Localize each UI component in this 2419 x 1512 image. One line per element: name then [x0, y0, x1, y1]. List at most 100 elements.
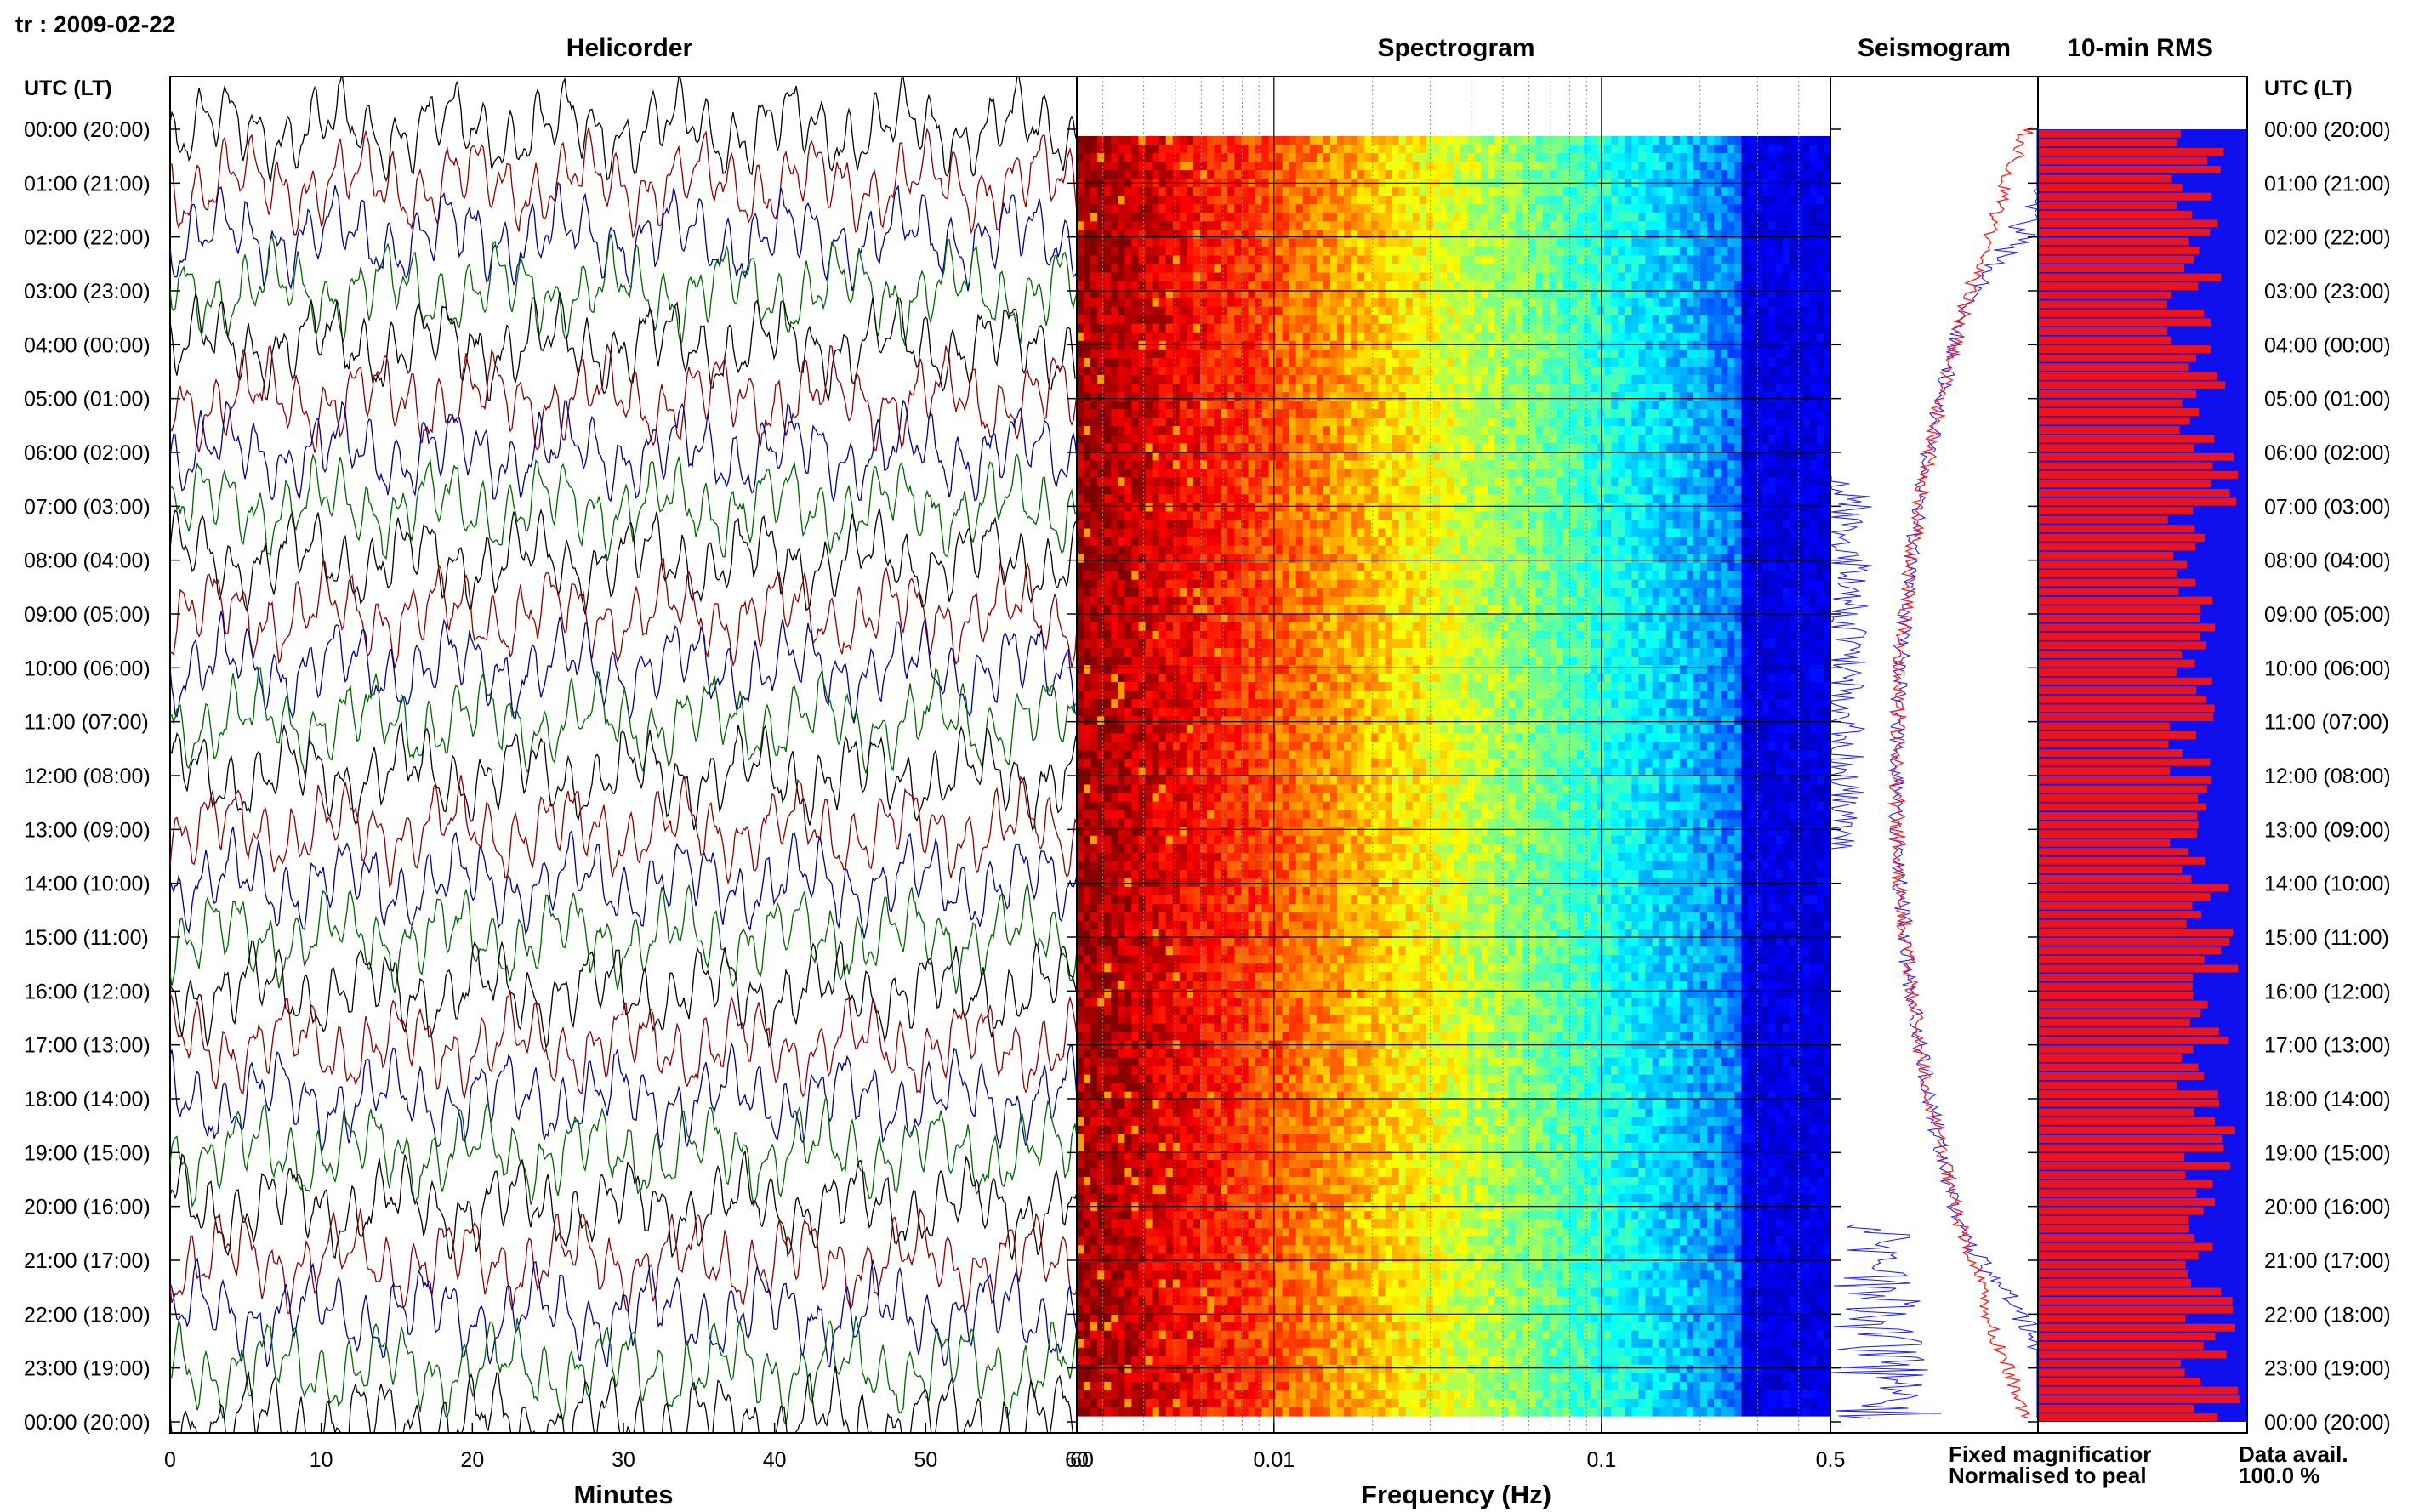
spectrogram-cell	[1097, 238, 1105, 247]
spectrogram-cell	[1659, 306, 1667, 316]
spectrogram-cell	[1248, 392, 1256, 401]
spectrogram-cell	[1700, 264, 1708, 274]
spectrogram-cell	[1645, 494, 1653, 503]
spectrogram-cell	[1165, 494, 1174, 503]
spectrogram-cell	[1782, 281, 1790, 291]
spectrogram-cell	[1584, 238, 1591, 247]
spectrogram-cell	[1131, 366, 1140, 376]
spectrogram-cell	[1248, 357, 1256, 367]
spectrogram-cell	[1625, 315, 1633, 325]
spectrogram-cell	[1577, 392, 1585, 401]
spectrogram-cell	[1645, 332, 1653, 342]
spectrogram-cell	[1823, 238, 1831, 247]
spectrogram-cell	[1138, 323, 1147, 333]
spectrogram-cell	[1337, 384, 1345, 393]
spectrogram-cell	[1460, 332, 1468, 342]
spectrogram-cell	[1762, 435, 1770, 444]
spectrogram-cell	[1638, 511, 1647, 521]
spectrogram-cell	[1392, 281, 1400, 291]
spectrogram-cell	[1652, 511, 1660, 521]
spectrogram-cell	[1549, 443, 1557, 452]
spectrogram-cell	[1755, 187, 1763, 196]
spectrogram-cell	[1562, 503, 1571, 512]
spectrogram-cell	[1802, 340, 1811, 350]
spectrogram-cell	[1207, 409, 1215, 418]
spectrogram-cell	[1481, 392, 1488, 401]
spectrogram-cell	[1186, 409, 1194, 418]
spectrogram-cell	[1755, 255, 1763, 265]
spectrogram-cell	[1454, 494, 1461, 503]
spectrogram-cell	[1659, 486, 1667, 495]
spectrogram-cell	[1569, 213, 1578, 222]
spectrogram-cell	[1577, 306, 1585, 316]
spectrogram-cell	[1378, 323, 1386, 333]
spectrogram-cell	[1488, 409, 1495, 418]
spectrogram-cell	[1179, 409, 1187, 418]
spectrogram-cell	[1611, 187, 1619, 196]
spectrogram-cell	[1535, 503, 1544, 512]
spectrogram-cell	[1179, 289, 1187, 299]
spectrogram-cell	[1124, 511, 1133, 521]
spectrogram-cell	[1077, 520, 1084, 530]
spectrogram-cell	[1700, 153, 1708, 162]
spectrogram-cell	[1522, 221, 1530, 230]
spectrogram-cell	[1515, 230, 1523, 239]
spectrogram-cell	[1364, 247, 1372, 256]
spectrogram-cell	[1584, 426, 1591, 435]
spectrogram-cell	[1097, 435, 1105, 444]
spectrogram-cell	[1405, 435, 1414, 444]
spectrogram-cell	[1672, 136, 1681, 145]
spectrogram-cell	[1221, 281, 1228, 291]
spectrogram-cell	[1357, 494, 1365, 503]
spectrogram-cell	[1268, 255, 1277, 265]
spectrogram-cell	[1432, 494, 1441, 503]
spectrogram-cell	[1186, 323, 1194, 333]
spectrogram-cell	[1672, 409, 1681, 418]
spectrogram-cell	[1097, 332, 1105, 342]
spectrogram-cell	[1172, 340, 1181, 350]
spectrogram-cell	[1179, 255, 1187, 265]
spectrogram-cell	[1494, 298, 1502, 308]
spectrogram-cell	[1344, 213, 1352, 222]
spectrogram-cell	[1816, 418, 1824, 427]
spectrogram-cell	[1192, 298, 1201, 308]
spectrogram-cell	[1665, 332, 1674, 342]
spectrogram-cell	[1474, 323, 1482, 333]
spectrogram-cell	[1755, 435, 1763, 444]
spectrogram-cell	[1152, 323, 1160, 333]
spectrogram-cell	[1796, 323, 1804, 333]
spectrogram-cell	[1371, 401, 1379, 410]
spectrogram-cell	[1186, 340, 1194, 350]
spectrogram-cell	[1316, 145, 1324, 154]
spectrogram-cell	[1474, 255, 1482, 265]
spectrogram-cell	[1802, 357, 1811, 367]
spectrogram-cell	[1823, 511, 1831, 521]
spectrogram-cell	[1248, 315, 1256, 325]
spectrogram-cell	[1138, 374, 1147, 384]
spectrogram-cell	[1577, 238, 1585, 247]
spectrogram-cell	[1084, 306, 1091, 316]
spectrogram-cell	[1131, 230, 1140, 239]
spectrogram-cell	[1337, 315, 1345, 325]
spectrogram-cell	[1556, 281, 1564, 291]
spectrogram-cell	[1727, 384, 1735, 393]
spectrogram-cell	[1556, 238, 1564, 247]
spectrogram-cell	[1631, 435, 1640, 444]
spectrogram-cell	[1090, 204, 1098, 213]
spectrogram-cell	[1782, 289, 1790, 299]
spectrogram-cell	[1734, 255, 1742, 265]
spectrogram-cell	[1693, 153, 1701, 162]
spectrogram-cell	[1727, 264, 1735, 274]
spectrogram-cell	[1562, 392, 1571, 401]
spectrogram-cell	[1385, 187, 1393, 196]
spectrogram-cell	[1481, 255, 1488, 265]
spectrogram-cell	[1591, 170, 1598, 179]
spectrogram-cell	[1672, 486, 1681, 495]
spectrogram-cell	[1446, 289, 1454, 299]
spectrogram-cell	[1351, 255, 1358, 265]
spectrogram-cell	[1823, 443, 1831, 452]
spectrogram-cell	[1275, 503, 1283, 512]
spectrogram-cell	[1535, 452, 1544, 461]
spectrogram-cell	[1118, 145, 1125, 154]
spectrogram-cell	[1192, 426, 1201, 435]
